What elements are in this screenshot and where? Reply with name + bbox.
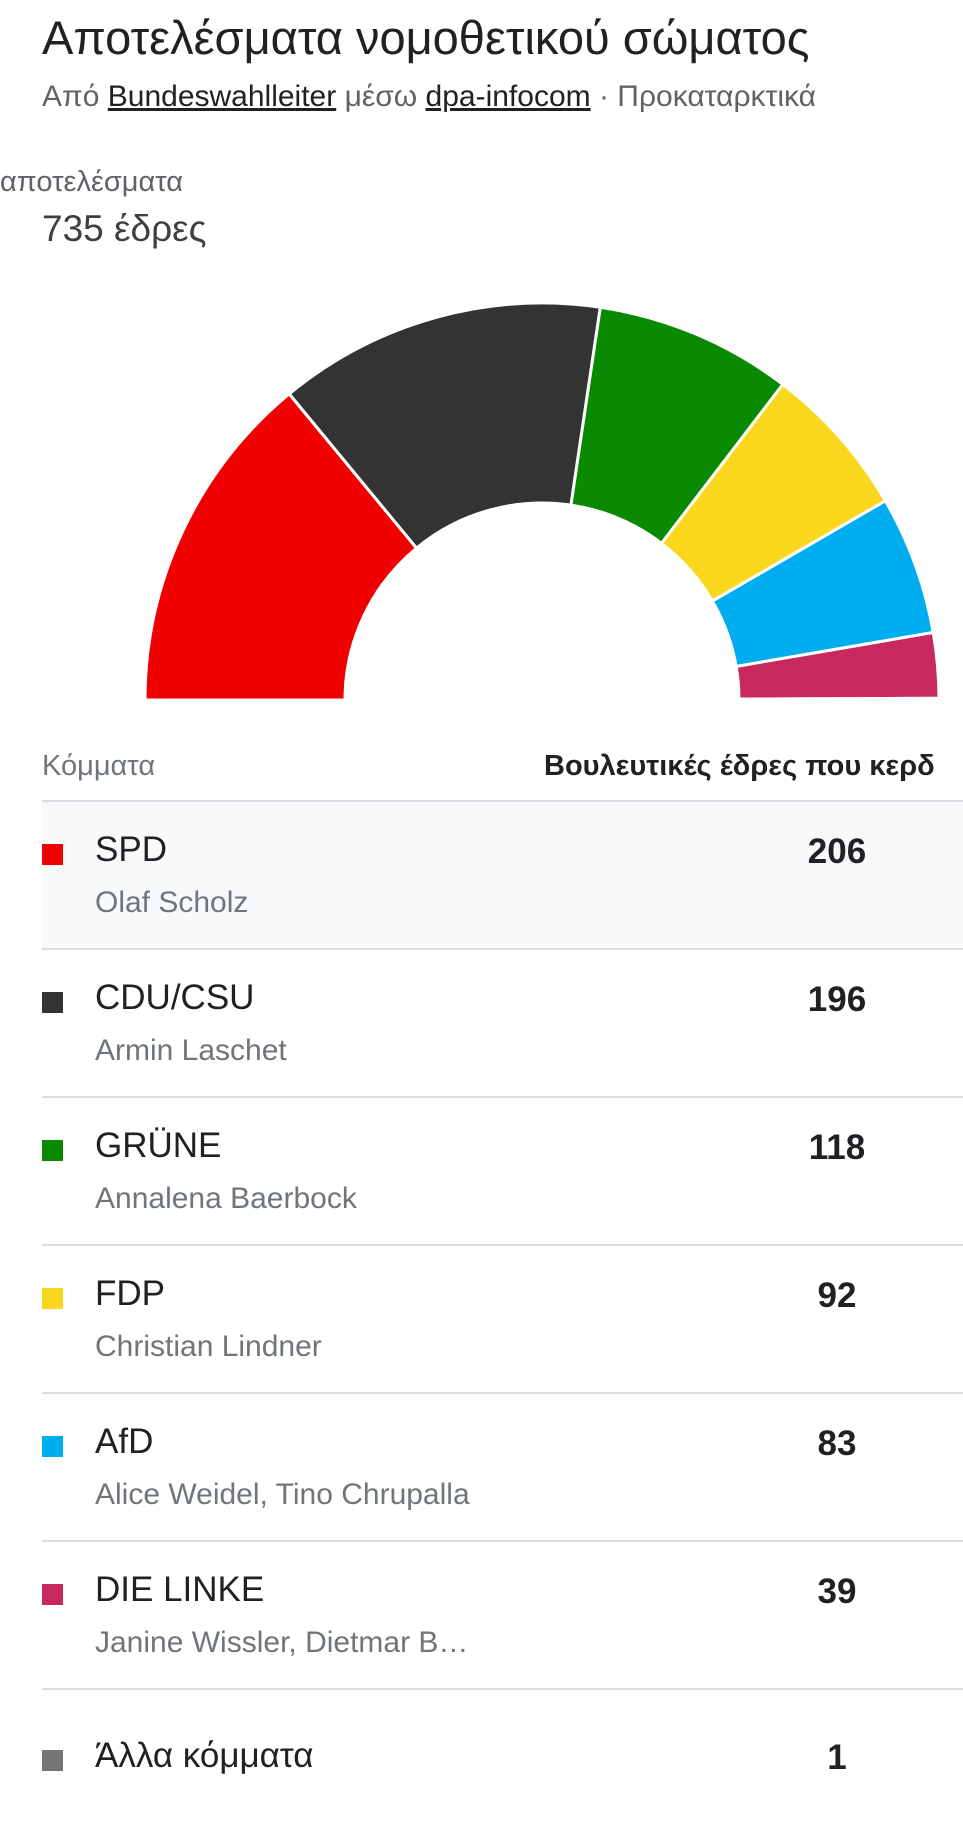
party-color-swatch xyxy=(42,1750,63,1771)
party-name: Άλλα κόμματα xyxy=(95,1736,314,1775)
party-row[interactable]: Άλλα κόμματα 1 xyxy=(42,1690,963,1838)
party-seats: 83 xyxy=(817,1424,857,1463)
party-name: FDP xyxy=(95,1274,165,1313)
party-name: AfD xyxy=(95,1422,154,1461)
party-color-swatch xyxy=(42,1436,63,1457)
party-row[interactable]: AfD Alice Weidel, Tino Chrupalla 83 xyxy=(42,1394,963,1542)
party-seats: 206 xyxy=(807,832,867,871)
page-title: Αποτελέσματα νομοθετικού σώματος xyxy=(42,11,810,64)
source-prefix: Από xyxy=(42,80,100,113)
party-seats: 196 xyxy=(807,980,867,1019)
party-name: GRÜNE xyxy=(95,1126,222,1165)
party-leader: Annalena Baerbock xyxy=(95,1182,357,1215)
party-name: DIE LINKE xyxy=(95,1570,265,1609)
chart-segment-cdu-csu[interactable] xyxy=(287,301,603,551)
column-header-seats: Βουλευτικές έδρες που κερδ xyxy=(544,750,935,782)
party-color-swatch xyxy=(42,1584,63,1605)
party-leader: Olaf Scholz xyxy=(95,886,249,919)
party-leader: Christian Lindner xyxy=(95,1330,322,1363)
chart-segment-άλλα-κόμματα[interactable] xyxy=(737,696,941,702)
party-seats: 39 xyxy=(817,1572,857,1611)
party-seats: 92 xyxy=(817,1276,857,1315)
party-color-swatch xyxy=(42,1140,63,1161)
party-color-swatch xyxy=(42,1288,63,1309)
source-link-dpa[interactable]: dpa-infocom xyxy=(425,80,591,113)
party-leader: Alice Weidel, Tino Chrupalla xyxy=(95,1478,470,1511)
parliament-chart xyxy=(143,301,941,702)
party-seats: 118 xyxy=(808,1128,866,1167)
party-name: CDU/CSU xyxy=(95,978,255,1017)
party-name: SPD xyxy=(95,830,167,869)
party-row[interactable]: DIE LINKE Janine Wissler, Dietmar B… 39 xyxy=(42,1542,963,1690)
source-link-bundeswahlleiter[interactable]: Bundeswahlleiter xyxy=(107,80,337,113)
party-leader: Janine Wissler, Dietmar B… xyxy=(95,1626,469,1659)
party-row[interactable]: GRÜNE Annalena Baerbock 118 xyxy=(42,1098,963,1246)
source-line: Από Bundeswahlleiter μέσω dpa-infocom · … xyxy=(42,80,816,114)
table-header: Κόμματα Βουλευτικές έδρες που κερδ xyxy=(42,740,963,802)
chart-segment-spd[interactable] xyxy=(143,391,419,702)
party-row[interactable]: SPD Olaf Scholz 206 xyxy=(42,802,963,950)
source-via: μέσω xyxy=(344,80,418,113)
column-header-parties: Κόμματα xyxy=(42,750,156,782)
results-label: αποτελέσματα xyxy=(0,166,184,198)
party-color-swatch xyxy=(42,844,63,865)
source-status: · Προκαταρκτικά xyxy=(598,80,817,113)
seats-total: 735 έδρες xyxy=(42,208,207,249)
party-leader: Armin Laschet xyxy=(95,1034,287,1067)
party-row[interactable]: CDU/CSU Armin Laschet 196 xyxy=(42,950,963,1098)
party-list: SPD Olaf Scholz 206 CDU/CSU Armin Lasche… xyxy=(42,802,963,1838)
party-seats: 1 xyxy=(827,1738,847,1777)
party-color-swatch xyxy=(42,992,63,1013)
party-row[interactable]: FDP Christian Lindner 92 xyxy=(42,1246,963,1394)
